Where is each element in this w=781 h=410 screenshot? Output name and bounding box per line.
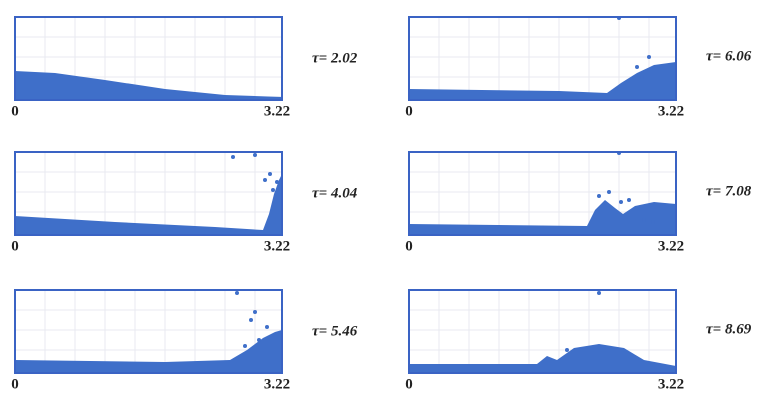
particle [235,291,239,295]
particle [243,344,247,348]
particle [651,220,655,224]
fluid [15,330,282,373]
particle [249,318,253,322]
particle [607,190,611,194]
panel-border [408,289,677,374]
fluid [409,344,676,373]
panel-border [408,16,677,101]
fluid [15,71,282,100]
particle [271,188,275,192]
particle [640,75,644,79]
particle [619,200,623,204]
panel: 0 3.22 τ= 7.08 [405,151,752,254]
x-start-label: 0 [11,103,19,119]
fluid [409,200,676,235]
particle [268,172,272,176]
panel: 0 3.22 τ= 6.06 [405,16,752,119]
time-label: τ= 2.02 [312,50,358,66]
x-end-label: 3.22 [264,238,290,254]
time-label: τ= 6.06 [706,48,752,64]
fluid [409,62,676,100]
x-end-label: 3.22 [658,238,684,254]
time-label: τ= 4.04 [312,185,358,201]
x-end-label: 3.22 [658,103,684,119]
particle [627,198,631,202]
x-start-label: 0 [11,238,19,254]
fluid [15,174,282,235]
particle [257,338,261,342]
particle [253,153,257,157]
panel-border [14,151,283,236]
panel: 0 3.22 τ= 4.04 [11,151,358,254]
panel: 0 3.22 τ= 8.69 [405,289,752,392]
panel-border [14,16,283,101]
particle [263,178,267,182]
x-end-label: 3.22 [658,376,684,392]
particle [565,348,569,352]
x-end-label: 3.22 [264,103,290,119]
panel: 0 3.22 τ= 5.46 [11,289,358,392]
x-start-label: 0 [405,103,413,119]
x-start-label: 0 [405,238,413,254]
particle [642,218,646,222]
particle [275,180,279,184]
particle [231,155,235,159]
x-start-label: 0 [11,376,19,392]
time-label: τ= 8.69 [706,321,752,337]
panel-border [14,289,283,374]
particle [253,310,257,314]
x-start-label: 0 [405,376,413,392]
particle [597,291,601,295]
panel: 0 3.22 τ= 2.02 [11,16,358,119]
time-label: τ= 5.46 [312,323,358,339]
particle [265,325,269,329]
particle [647,55,651,59]
particle [635,65,639,69]
x-end-label: 3.22 [264,376,290,392]
particle [597,194,601,198]
panel-border [408,151,677,236]
time-label: τ= 7.08 [706,183,752,199]
